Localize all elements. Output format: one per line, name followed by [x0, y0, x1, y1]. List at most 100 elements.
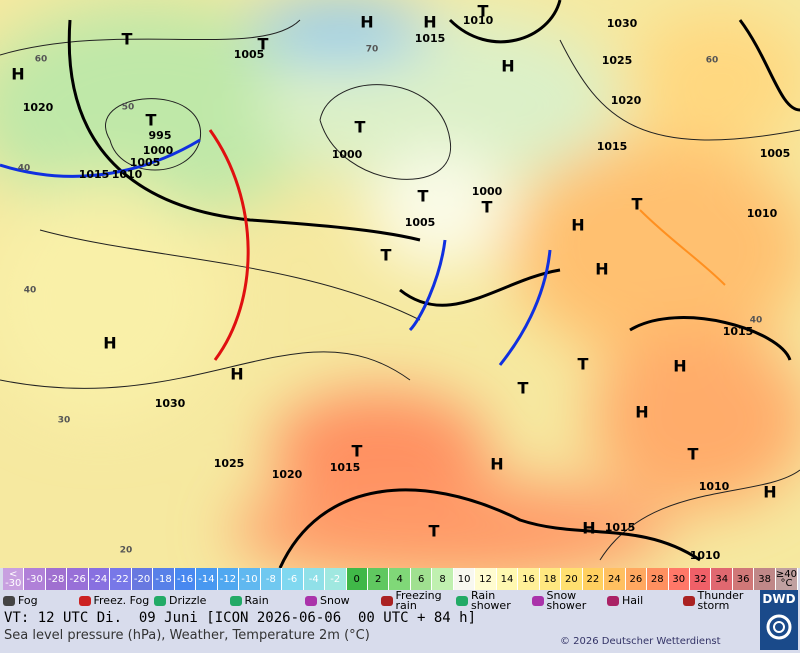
scale-cell: 4: [389, 568, 411, 590]
scale-label: -22: [112, 573, 129, 585]
legend-item: Rain shower: [456, 590, 532, 612]
scale-cell: -20: [131, 568, 154, 590]
map: H H H H T T T H H T T T T T H H T T T H H H T T H T H 1030 1025 1020 1…: [0, 0, 800, 568]
scale-label: 2: [375, 573, 382, 585]
scale-label: -6: [287, 573, 298, 585]
isoline-label: 1020: [23, 101, 54, 114]
scale-cell: -18: [153, 568, 175, 590]
isoline-label: 50: [122, 103, 135, 113]
scale-cell: ≥40 °C: [775, 568, 798, 590]
scale-cell: < -30: [3, 568, 25, 590]
isoline-label: 30: [58, 416, 71, 426]
scale-label: <: [9, 569, 18, 580]
scale-label: 10: [457, 573, 471, 585]
pressure-center: H: [360, 13, 373, 32]
legend-icon: [380, 596, 393, 606]
scale-label: °C: [780, 578, 793, 589]
legend-icon: [456, 596, 468, 606]
scale-cell: 24: [604, 568, 626, 590]
scale-cell: 6: [410, 568, 433, 590]
scale-label: -18: [155, 573, 172, 585]
scale-label: 34: [715, 573, 729, 585]
scale-cell: -2: [325, 568, 347, 590]
scale-label: -4: [308, 573, 319, 585]
legend-label: Snow: [320, 594, 350, 607]
scale-cell: -24: [88, 568, 111, 590]
isoline-label: 1030: [155, 397, 186, 410]
scale-label: -14: [198, 573, 215, 585]
legend-icon: [229, 596, 242, 606]
isoline-label: 1000: [472, 185, 503, 198]
pressure-center: T: [429, 522, 440, 541]
scale-cell: 28: [647, 568, 669, 590]
logo-icon: [766, 614, 792, 640]
scale-cell: -12: [217, 568, 240, 590]
isoline-label: 1000: [332, 148, 363, 161]
pressure-center: T: [418, 187, 429, 206]
legend-label: Hail: [622, 594, 644, 607]
isoline-label: 1015: [415, 32, 446, 45]
scale-label: 18: [543, 573, 557, 585]
legend-label: Rain shower: [471, 589, 511, 612]
pressure-center: T: [688, 445, 699, 464]
scale-cell: 36: [732, 568, 755, 590]
pressure-center: H: [582, 519, 595, 538]
pressure-center: H: [595, 260, 608, 279]
scale-cell: -8: [260, 568, 283, 590]
isoline-label: 1010: [747, 207, 778, 220]
legend-icon: [682, 596, 695, 606]
scale-label: -12: [219, 573, 237, 585]
scale-cell: -30: [24, 568, 46, 590]
pressure-center: H: [635, 403, 648, 422]
valid-time: VT: 12 UTC Di. 09 Juni [ICON 2026-06-06 …: [4, 610, 477, 626]
scale-cell: -14: [196, 568, 218, 590]
legend-icon: [3, 596, 15, 606]
scale-label: 6: [417, 573, 425, 585]
scale-cell: 20: [561, 568, 583, 590]
legend-item: Snow shower: [531, 589, 608, 612]
isoline-label: 1015: [605, 521, 636, 534]
pressure-center: T: [578, 355, 589, 374]
isoline-label: 1020: [272, 468, 303, 481]
scale-cell: 16: [518, 568, 540, 590]
legend-item: Freezing rain: [380, 590, 457, 612]
logo-text: DWD: [762, 592, 796, 606]
isoline-label: 40: [24, 286, 37, 296]
scale-label: -2: [330, 573, 341, 585]
legend-label: Snow shower: [546, 589, 587, 612]
scale-cell: 34: [711, 568, 733, 590]
legend-item: Fog: [3, 590, 79, 612]
isoline-label: 1010: [690, 549, 721, 562]
scale-cell: -10: [239, 568, 261, 590]
scale-label: -24: [90, 573, 108, 585]
pressure-center: T: [146, 111, 157, 130]
legend-label: Freez. Fog: [93, 594, 150, 607]
pressure-center: T: [482, 198, 493, 217]
isoline-label: 40: [18, 164, 31, 174]
pressure-center: H: [423, 13, 436, 32]
pressure-center: H: [11, 65, 24, 84]
scale-label: 22: [586, 573, 600, 585]
scale-cell: -28: [45, 568, 68, 590]
legend-label: Thunder storm: [697, 589, 744, 612]
legend-icon: [305, 596, 317, 606]
pressure-center: H: [763, 483, 776, 502]
pressure-center: T: [381, 246, 392, 265]
isoline-label: 1025: [214, 457, 245, 470]
legend-icon: [78, 596, 91, 606]
legend-icon: [531, 596, 544, 606]
copyright: © 2026 Deutscher Wetterdienst: [560, 636, 721, 647]
legend-icon: [154, 596, 166, 606]
weather-legend: Fog Freez. Fog Drizzle Rain Snow Freezing rai…: [3, 590, 758, 612]
scale-label: 20: [565, 573, 578, 585]
scale-cell: 22: [582, 568, 605, 590]
scale-label: 30: [672, 573, 686, 585]
pressure-center: H: [571, 216, 584, 235]
scale-label: -26: [69, 573, 86, 585]
scale-cell: 14: [496, 568, 519, 590]
legend-label: Drizzle: [169, 594, 207, 607]
pressure-center: T: [352, 442, 363, 461]
pressure-center: T: [355, 118, 366, 137]
isoline-label: 60: [35, 55, 48, 65]
isoline-label: 1030: [607, 17, 638, 30]
